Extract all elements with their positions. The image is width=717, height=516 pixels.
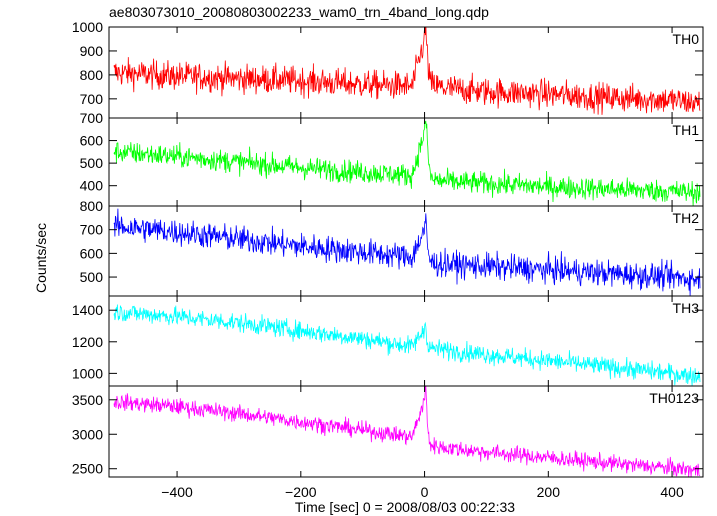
y-tick-label: 3500 bbox=[72, 392, 103, 408]
panel-label-TH0123: TH0123 bbox=[649, 390, 699, 406]
x-tick-label: 200 bbox=[537, 484, 561, 500]
x-axis-label: Time [sec] 0 = 2008/08/03 00:22:33 bbox=[295, 499, 515, 515]
series-line-TH0123 bbox=[113, 386, 701, 477]
panel-label-TH1: TH1 bbox=[673, 122, 700, 138]
y-tick-label: 1000 bbox=[72, 365, 103, 381]
y-tick-label: 700 bbox=[80, 91, 104, 107]
panel-frame-TH3 bbox=[108, 295, 704, 387]
x-tick-label: −400 bbox=[161, 484, 193, 500]
y-tick-label: 900 bbox=[80, 43, 104, 59]
y-axis-label: Counts/sec bbox=[33, 223, 49, 293]
y-tick-label: 1000 bbox=[72, 19, 103, 35]
y-tick-label: 700 bbox=[80, 110, 104, 126]
y-tick-label: 400 bbox=[80, 178, 104, 194]
y-tick-label: 600 bbox=[80, 133, 104, 149]
y-tick-label: 500 bbox=[80, 155, 104, 171]
panel-label-TH2: TH2 bbox=[673, 210, 700, 226]
panel-label-TH3: TH3 bbox=[673, 300, 700, 316]
chart-title: ae803073010_20080803002233_wam0_trn_4ban… bbox=[109, 4, 489, 20]
y-tick-label: 600 bbox=[80, 245, 104, 261]
series-line-TH3 bbox=[113, 304, 701, 386]
y-tick-label: 3000 bbox=[72, 426, 103, 442]
series-line-TH1 bbox=[113, 120, 701, 206]
y-tick-label: 2500 bbox=[72, 461, 103, 477]
x-tick-label: 0 bbox=[421, 484, 429, 500]
x-tick-label: −200 bbox=[285, 484, 317, 500]
y-tick-label: 700 bbox=[80, 222, 104, 238]
y-tick-label: 800 bbox=[80, 198, 104, 214]
y-tick-label: 1400 bbox=[72, 302, 103, 318]
y-tick-label: 1200 bbox=[72, 334, 103, 350]
panel-label-TH0: TH0 bbox=[673, 31, 700, 47]
panel-frame-TH0123 bbox=[108, 385, 704, 478]
panels: 700 800 900 1000 TH0 400 500 600 700 TH1 500 600 700… bbox=[72, 19, 704, 500]
series-line-TH2 bbox=[113, 208, 701, 296]
y-tick-label: 500 bbox=[80, 269, 104, 285]
series-line-TH0 bbox=[113, 27, 701, 115]
panel-frame-TH1 bbox=[108, 117, 704, 207]
x-tick-label: 400 bbox=[660, 484, 684, 500]
y-tick-label: 800 bbox=[80, 67, 104, 83]
